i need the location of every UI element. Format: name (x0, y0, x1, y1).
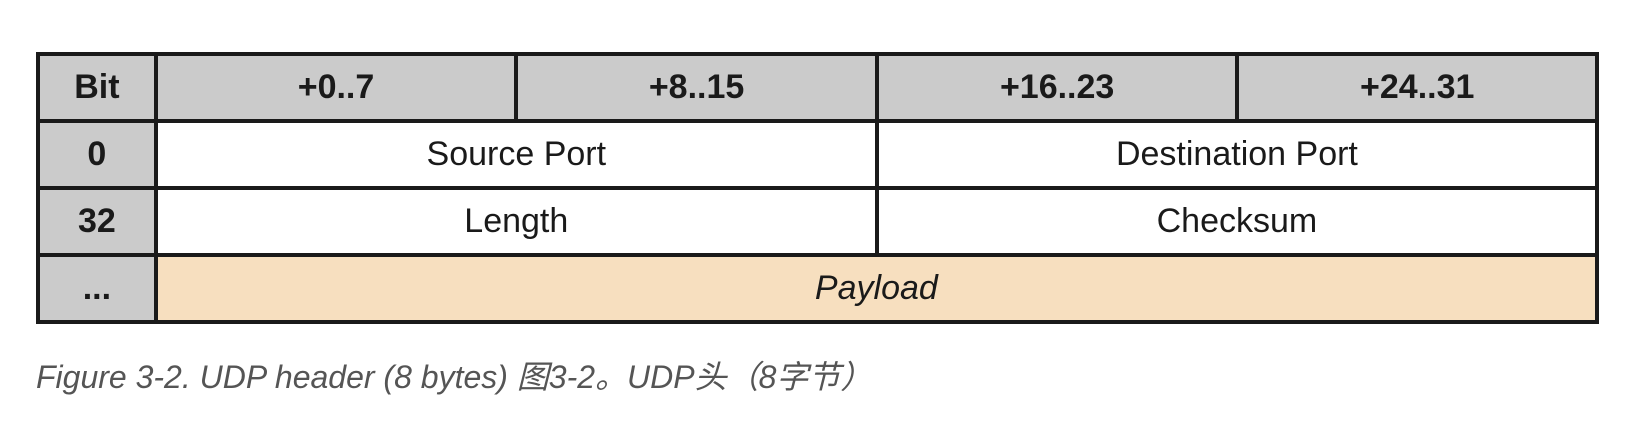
udp-header-table: Bit +0..7 +8..15 +16..23 +24..31 0 Sourc… (36, 52, 1600, 324)
table-row: 32 Length Checksum (36, 186, 1600, 257)
payload-field: Payload (153, 253, 1600, 324)
checksum-field: Checksum (874, 186, 1600, 257)
table-row: 0 Source Port Destination Port (36, 119, 1600, 190)
bit-header-cell: Bit (36, 52, 158, 123)
bit-range-16-23: +16..23 (874, 52, 1240, 123)
table-row: ... Payload (36, 253, 1600, 324)
row-offset-label: ... (36, 253, 158, 324)
figure-caption: Figure 3-2. UDP header (8 bytes) 图3-2。UD… (36, 359, 873, 395)
bit-range-24-31: +24..31 (1235, 52, 1599, 123)
length-field: Length (153, 186, 879, 257)
destination-port-field: Destination Port (874, 119, 1600, 190)
row-offset-label: 0 (36, 119, 158, 190)
header-row: Bit +0..7 +8..15 +16..23 +24..31 (36, 52, 1599, 123)
bit-range-8-15: +8..15 (514, 52, 879, 123)
row-offset-label: 32 (36, 186, 158, 257)
source-port-field: Source Port (153, 119, 879, 190)
bit-range-0-7: +0..7 (153, 52, 519, 123)
